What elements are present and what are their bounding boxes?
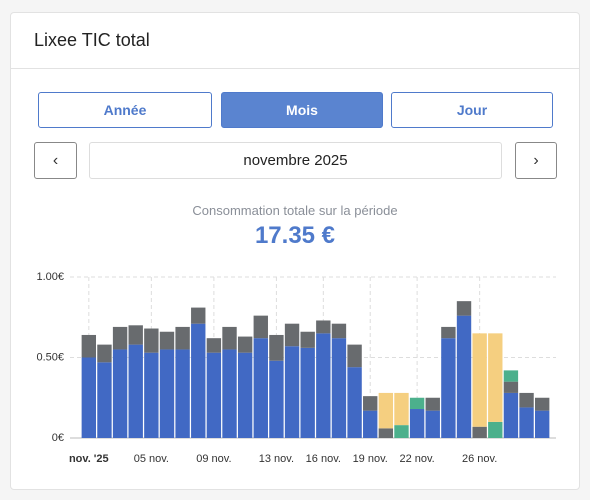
bar-segment — [97, 362, 112, 438]
x-tick-label: 13 nov. — [259, 453, 294, 465]
bar-segment — [331, 338, 347, 438]
bar-segment — [81, 334, 97, 358]
bar-segment — [347, 344, 362, 368]
bar-segment — [425, 410, 440, 438]
bar-segment — [503, 392, 519, 438]
bar-segment — [409, 397, 425, 410]
bar-segment — [253, 338, 268, 438]
tab-button[interactable]: Année — [38, 92, 212, 128]
bar-segment — [363, 396, 378, 411]
bar-segment — [144, 352, 159, 438]
bar-segment — [363, 410, 378, 438]
bar-segment — [394, 392, 409, 426]
bar-segment — [222, 349, 237, 438]
bar-segment — [394, 425, 409, 438]
card-title: Lixee TIC total — [34, 30, 150, 50]
x-tick-label: 26 nov. — [462, 453, 497, 465]
period-label: novembre 2025 — [89, 142, 502, 179]
bar-segment — [112, 349, 128, 438]
next-button[interactable]: › — [515, 142, 557, 179]
bar-segment — [128, 325, 143, 345]
x-tick-label: 22 nov. — [399, 453, 434, 465]
summary-label: Consommation totale sur la période — [192, 203, 398, 218]
bar-segment — [159, 331, 175, 350]
bar-segment — [456, 301, 472, 316]
bar-segment — [503, 381, 519, 393]
bar-segment — [519, 392, 534, 408]
bar-segment — [206, 352, 222, 438]
bar-segment — [425, 397, 440, 411]
bar-segment — [347, 367, 362, 438]
bar-segment — [488, 333, 503, 422]
tab-button[interactable]: Mois — [221, 92, 383, 128]
bar-segment — [331, 323, 347, 339]
bar-segment — [409, 409, 425, 438]
summary-value: 17.35 € — [254, 222, 336, 249]
bar-segment — [175, 349, 190, 438]
bar-segment — [97, 344, 112, 363]
bar-segment — [81, 357, 97, 438]
bar-segment — [300, 347, 315, 438]
x-tick-label: 09 nov. — [196, 453, 231, 465]
bar-segment — [316, 320, 331, 334]
bar-segment — [519, 407, 534, 438]
bar-segment — [300, 331, 315, 348]
bar-segment — [206, 338, 222, 353]
y-tick-label: 0.50€ — [36, 351, 64, 363]
bar-segment — [441, 338, 456, 438]
x-tick-label: 19 nov. — [353, 453, 388, 465]
y-tick-label: 1.00€ — [36, 271, 64, 283]
prev-button[interactable]: ‹ — [34, 142, 77, 179]
bar-segment — [237, 336, 253, 353]
bar-segment — [128, 344, 143, 438]
bar-segment — [456, 315, 472, 438]
bar-segment — [159, 349, 175, 438]
x-tick-label: 16 nov. — [306, 453, 341, 465]
bar-segment — [378, 428, 394, 438]
bar-segment — [237, 352, 253, 438]
bar-segment — [191, 307, 206, 324]
bar-segment — [534, 397, 550, 411]
bar-segment — [175, 326, 190, 350]
bar-segment — [441, 326, 456, 339]
tab-button[interactable]: Jour — [391, 92, 553, 128]
bar-segment — [144, 328, 159, 353]
x-tick-label: nov. '25 — [69, 453, 109, 465]
bar-segment — [269, 334, 284, 361]
bar-segment — [488, 421, 503, 438]
bar-segment — [253, 315, 268, 339]
card-header: Lixee TIC total — [10, 12, 580, 69]
bar-segment — [284, 346, 300, 438]
bar-segment — [269, 360, 284, 438]
bar-segment — [284, 323, 300, 347]
bar-segment — [378, 392, 394, 429]
bar-segment — [534, 410, 550, 438]
x-tick-label: 05 nov. — [134, 453, 169, 465]
bar-segment — [191, 323, 206, 438]
chart: 0€ 0.50€ 1.00€ nov. '25 05 nov. 09 nov. 13 nov… — [36, 271, 556, 465]
bar-segment — [472, 426, 487, 438]
bar-segment — [112, 326, 128, 350]
bar-segment — [503, 370, 519, 382]
bar-segment — [222, 326, 237, 350]
y-tick-label: 0€ — [52, 432, 64, 444]
bar-segment — [472, 333, 487, 427]
bar-segment — [316, 333, 331, 438]
